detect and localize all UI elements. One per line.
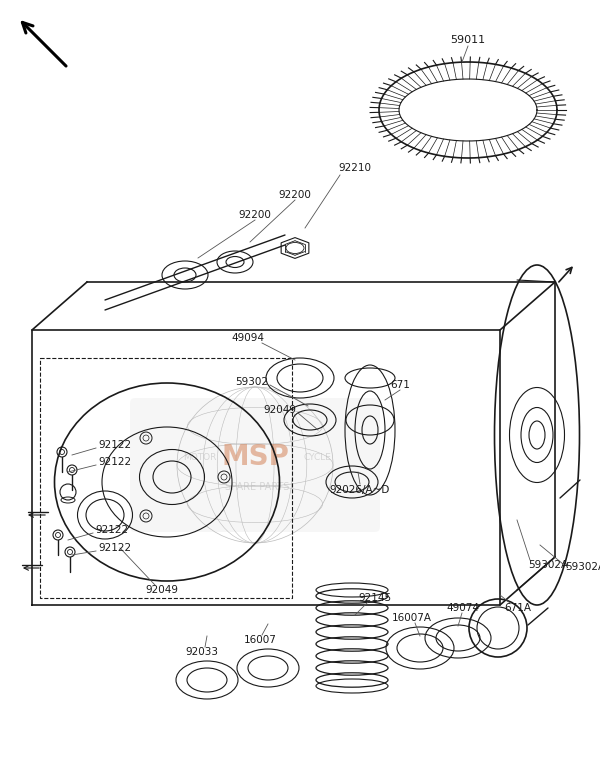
Text: 92122: 92122 (98, 543, 131, 553)
Text: 49074: 49074 (446, 603, 479, 613)
Text: 92145: 92145 (358, 593, 392, 603)
Text: 16007: 16007 (244, 635, 277, 645)
Text: 59302A: 59302A (565, 562, 600, 572)
Text: 16007A: 16007A (392, 613, 432, 623)
Text: 671: 671 (390, 380, 410, 390)
Text: MSP: MSP (221, 443, 289, 471)
Text: MOTOR: MOTOR (184, 453, 217, 461)
Text: 59011: 59011 (451, 35, 485, 45)
Text: 92122: 92122 (98, 457, 131, 467)
Text: 92122: 92122 (98, 440, 131, 450)
Text: 59302: 59302 (235, 377, 269, 387)
Text: 92049: 92049 (146, 585, 179, 595)
Text: 92033: 92033 (185, 647, 218, 657)
Text: 92122: 92122 (95, 525, 128, 535)
Text: CYCLE: CYCLE (303, 453, 331, 461)
Text: 92210: 92210 (338, 163, 371, 173)
Text: 92200: 92200 (239, 210, 271, 220)
Text: 92200: 92200 (278, 190, 311, 200)
Text: 49094: 49094 (232, 333, 265, 343)
Text: 92026/A~D: 92026/A~D (330, 485, 390, 495)
Text: 92049: 92049 (263, 405, 296, 415)
Text: 671A: 671A (505, 603, 532, 613)
Text: SPARE PARTS: SPARE PARTS (225, 482, 289, 492)
FancyBboxPatch shape (130, 398, 380, 532)
Text: 59302A: 59302A (528, 560, 568, 570)
